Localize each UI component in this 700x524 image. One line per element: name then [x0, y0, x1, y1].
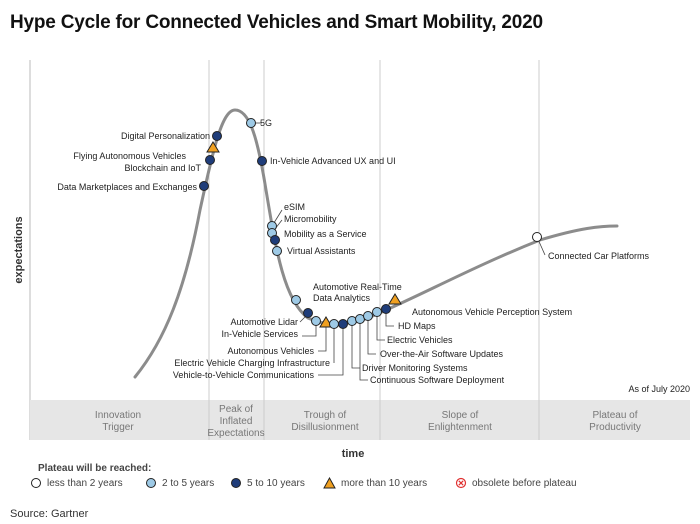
orange-triangle-marker: [388, 293, 402, 305]
tech-5g: 5G: [246, 118, 272, 128]
light-blue-circle-marker: [329, 319, 339, 329]
light-blue-circle-marker: [246, 118, 256, 128]
light-blue-circle-marker: [291, 295, 301, 305]
orange-triangle-marker: [206, 141, 220, 153]
legend-item-5to10: 5 to 10 years: [230, 477, 305, 489]
tech-label: Mobility as a Service: [284, 229, 367, 239]
tech-electric-vehicles: Electric Vehicles: [372, 307, 453, 345]
page-title: Hype Cycle for Connected Vehicles and Sm…: [10, 12, 543, 33]
phase-trough: Trough of Disillusionment: [291, 410, 358, 433]
legend-item-lt2: less than 2 years: [30, 477, 123, 489]
legend-label: obsolete before plateau: [472, 477, 577, 489]
tech-label: Autonomous Vehicles: [227, 346, 314, 356]
light-blue-circle-marker: [311, 316, 321, 326]
light-blue-circle-icon: [146, 478, 156, 488]
dark-blue-circle-marker: [199, 181, 209, 191]
phase-separators: [208, 60, 540, 440]
phase-plateau: Plateau of Productivity: [589, 410, 641, 433]
dark-blue-circle-marker: [338, 319, 348, 329]
phase-slope: Slope of Enlightenment: [428, 410, 492, 433]
legend-item-gt10: more than 10 years: [323, 477, 427, 489]
light-blue-circle-marker: [372, 307, 382, 317]
tech-label: Automotive Real-Time Data Analytics: [313, 282, 402, 303]
tech-data-marketplaces-and-exchanges: Data Marketplaces and Exchanges: [57, 181, 209, 192]
tech-label: 5G: [260, 118, 272, 128]
source-credit: Source: Gartner: [10, 508, 89, 520]
tech-hd-maps: HD Maps: [381, 304, 436, 331]
legend-label: more than 10 years: [341, 477, 428, 489]
legend-items: less than 2 years 2 to 5 years 5 to 10 y…: [30, 477, 670, 495]
dark-blue-circle-marker: [257, 156, 267, 166]
dark-blue-circle-marker: [205, 155, 215, 165]
light-blue-circle-marker: [363, 311, 373, 321]
tech-label: Data Marketplaces and Exchanges: [57, 182, 197, 192]
tech-label: Automotive Lidar: [230, 317, 298, 327]
dark-blue-circle-marker: [303, 308, 313, 318]
legend-label: 5 to 10 years: [247, 477, 305, 489]
legend-title: Plateau will be reached:: [38, 463, 152, 474]
tech-label: Driver Monitoring Systems: [362, 363, 468, 373]
tech-label: Autonomous Vehicle Perception System: [412, 307, 572, 317]
tech-label: eSIM: [284, 202, 305, 212]
tech-automotive-real-time-data-analytics: Automotive Real-Time Data Analytics: [291, 282, 402, 305]
obsolete-x-circle-icon: [455, 477, 467, 489]
tech-label: Blockchain and IoT: [124, 163, 201, 173]
tech-label: In-Vehicle Advanced UX and UI: [270, 156, 396, 166]
orange-triangle-marker: [319, 316, 333, 328]
tech-autonomous-vehicle-perception-system: Autonomous Vehicle Perception System: [388, 293, 572, 317]
tech-label: In-Vehicle Services: [221, 329, 298, 339]
dark-blue-circle-marker: [270, 235, 280, 245]
tech-label: Vehicle-to-Vehicle Communications: [173, 370, 315, 380]
tech-electric-vehicle-charging-infrastructure: Electric Vehicle Charging Infrastructure: [174, 319, 339, 368]
tech-label: Connected Car Platforms: [548, 251, 650, 261]
tech-blockchain-and-iot: Blockchain and IoT: [124, 155, 215, 173]
white-circle-marker: [532, 232, 542, 242]
dark-blue-circle-marker: [212, 131, 222, 141]
phase-peak: Peak of Inflated Expectations: [207, 404, 264, 439]
dark-blue-circle-icon: [231, 478, 241, 488]
tech-over-the-air-software-updates: Over-the-Air Software Updates: [363, 311, 504, 359]
as-of-date: As of July 2020: [628, 384, 690, 394]
legend-label: less than 2 years: [47, 477, 123, 489]
tech-label: Electric Vehicle Charging Infrastructure: [174, 358, 330, 368]
hype-curve: [133, 108, 619, 379]
x-axis-label: time: [342, 448, 365, 460]
tech-connected-car-platforms: Connected Car Platforms: [532, 232, 650, 261]
tech-label: Flying Autonomous Vehicles: [73, 151, 186, 161]
tech-vehicle-to-vehicle-communications: Vehicle-to-Vehicle Communications: [173, 319, 348, 380]
legend-label: 2 to 5 years: [162, 477, 215, 489]
phase-innovation-trigger: Innovation Trigger: [95, 410, 141, 433]
tech-label: HD Maps: [398, 321, 436, 331]
technology-markers: Digital Personalization Flying Autonomous…: [57, 118, 650, 385]
legend: Plateau will be reached:: [38, 463, 151, 474]
y-axis-label: expectations: [13, 216, 25, 283]
tech-autonomous-vehicles: Autonomous Vehicles: [227, 316, 333, 356]
tech-in-vehicle-services: In-Vehicle Services: [221, 316, 321, 339]
tech-automotive-lidar: Automotive Lidar: [230, 308, 313, 327]
tech-virtual-assistants: Virtual Assistants: [272, 246, 356, 256]
phase-band: [30, 400, 690, 440]
tech-mobility-as-a-service: Mobility as a Service: [270, 229, 367, 245]
legend-item-2to5: 2 to 5 years: [145, 477, 214, 489]
tech-in-vehicle-advanced-ux-and-ui: In-Vehicle Advanced UX and UI: [257, 156, 396, 166]
tech-label: Micromobility: [284, 214, 337, 224]
tech-label: Continuous Software Deployment: [370, 375, 505, 385]
tech-digital-personalization: Digital Personalization: [121, 131, 222, 141]
tech-label: Digital Personalization: [121, 131, 210, 141]
orange-triangle-icon: [323, 477, 336, 489]
light-blue-circle-marker: [272, 246, 282, 256]
tech-label: Over-the-Air Software Updates: [380, 349, 504, 359]
tech-label: Virtual Assistants: [287, 246, 356, 256]
phase-labels: Innovation Trigger Peak of Inflated Expecta…: [95, 404, 641, 439]
dark-blue-circle-marker: [381, 304, 391, 314]
legend-item-obsolete: obsolete before plateau: [455, 477, 577, 489]
tech-label: Electric Vehicles: [387, 335, 453, 345]
tech-flying-autonomous-vehicles: Flying Autonomous Vehicles: [73, 141, 220, 161]
white-circle-icon: [31, 478, 41, 488]
